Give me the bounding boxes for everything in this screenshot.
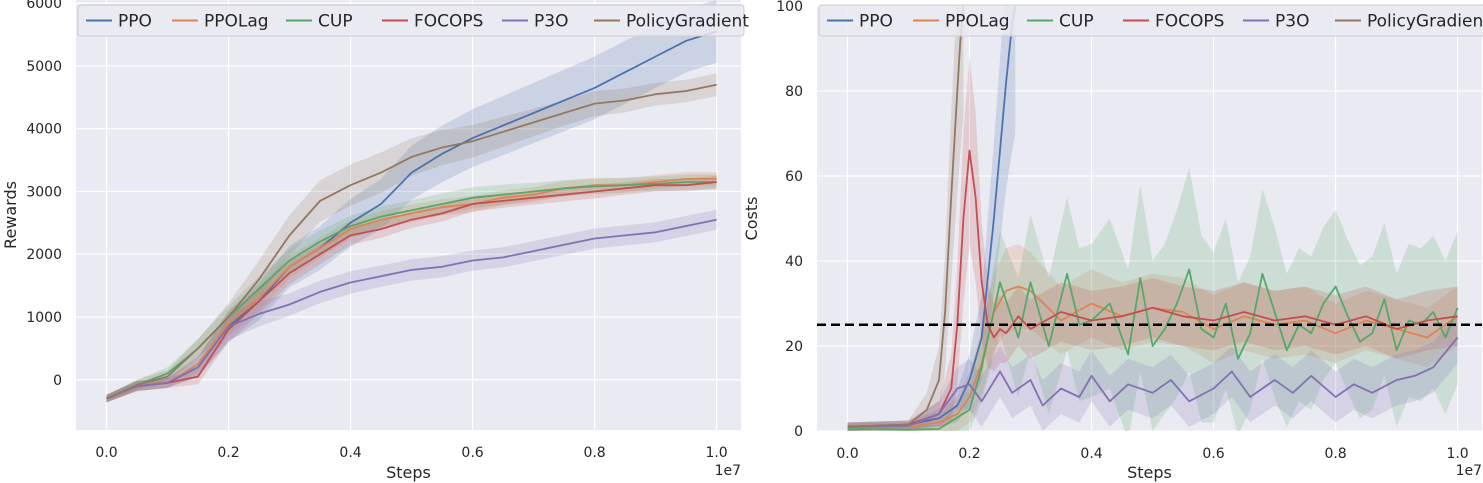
y-tick-label: 3000 [26, 184, 62, 200]
legend: PPO PPOLag CUP FOCOPS P3O PolicyGradient [77, 4, 749, 37]
series-line-PolicyGradient [106, 83, 717, 400]
series-band-PPOLag [106, 172, 717, 403]
legend-label: CUP [1059, 12, 1094, 32]
legend: PPO PPOLag CUP FOCOPS P3O PolicyGradient [818, 4, 1483, 37]
series-line-FOCOPS [106, 181, 717, 400]
legend-label: P3O [534, 12, 568, 32]
y-tick-label: 1000 [26, 310, 62, 326]
series-line-PolicyGradient [847, 6, 965, 428]
legend-label: FOCOPS [1155, 12, 1224, 32]
y-tick-label: 0 [794, 424, 803, 440]
legend-label: P3O [1275, 12, 1309, 32]
legend-label: FOCOPS [414, 12, 483, 32]
y-tick-label: 100 [776, 0, 803, 15]
series-line-P3O [847, 336, 1459, 428]
y-tick-label: 60 [785, 169, 803, 185]
x-tick-label: 1.0 [1446, 446, 1468, 462]
legend-label: PPOLag [204, 12, 269, 32]
legend-box [818, 4, 1483, 37]
x-tick-label: 0.6 [461, 445, 483, 461]
rewards-panel: 0.0 0.2 0.4 0.6 0.8 1.0 0 1000 2000 3000 4000 5000 6… [1, 0, 749, 482]
series-line-PPOLag [847, 285, 1459, 428]
series-band-FOCOPS [106, 175, 717, 403]
y-tick-label: 5000 [26, 59, 62, 75]
x-tick-label: 0.0 [95, 445, 117, 461]
x-offset-label: 1e7 [715, 463, 741, 479]
legend-box [77, 4, 745, 37]
series-line-CUP [847, 268, 1459, 431]
x-tick-label: 1.0 [705, 445, 727, 461]
x-tick-label: 0.4 [1080, 446, 1102, 462]
legend-label: PPO [859, 12, 893, 32]
legend-label: PolicyGradient [626, 12, 749, 32]
y-tick-label: 0 [53, 373, 62, 389]
series-line-FOCOPS [847, 149, 1458, 428]
series-band-CUP [847, 167, 1458, 431]
y-axis-label: Rewards [1, 181, 20, 249]
series-band-PolicyGradient [106, 73, 717, 403]
plot-data-layer [106, 0, 717, 403]
series-band-FOCOPS [847, 57, 1458, 431]
x-tick-label: 0.0 [836, 446, 858, 462]
legend-label: PPOLag [945, 12, 1010, 32]
x-tick-label: 0.4 [339, 445, 361, 461]
legend-label: PolicyGradient [1367, 12, 1483, 32]
series-band-P3O [847, 312, 1458, 431]
series-band-PPOLag [847, 244, 1458, 431]
legend-label: PPO [118, 12, 152, 32]
y-tick-label: 2000 [26, 247, 62, 263]
x-tick-label: 0.8 [583, 445, 605, 461]
x-axis-label: Steps [1127, 463, 1172, 482]
series-line-P3O [106, 218, 717, 400]
x-tick-label: 0.8 [1324, 446, 1346, 462]
y-tick-label: 40 [785, 254, 803, 270]
series-line-PPO [847, 6, 1017, 428]
y-tick-label: 20 [785, 339, 803, 355]
plot-background [817, 6, 1482, 431]
plot-data-layer [817, 6, 1482, 431]
x-offset-label: 1e7 [1456, 463, 1482, 479]
x-tick-label: 0.6 [1202, 446, 1224, 462]
y-tick-label: 80 [785, 84, 803, 100]
y-axis-label: Costs [742, 197, 761, 241]
x-axis-label: Steps [386, 463, 431, 482]
x-tick-label: 0.2 [217, 445, 239, 461]
y-tick-label: 6000 [26, 0, 62, 12]
x-tick-label: 0.2 [958, 446, 980, 462]
legend-label: CUP [318, 12, 353, 32]
y-tick-label: 4000 [26, 122, 62, 138]
costs-panel: 0.0 0.2 0.4 0.6 0.8 1.0 0 20 40 60 80 100 Steps Costs… [742, 0, 1483, 482]
